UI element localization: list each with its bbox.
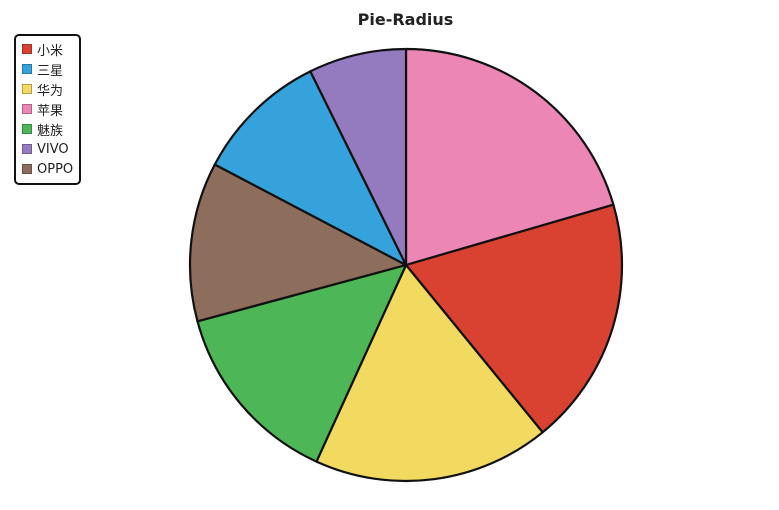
legend-item[interactable]: 苹果 — [22, 99, 73, 119]
legend-swatch — [22, 144, 32, 154]
pie-slice-魅族[interactable] — [196, 263, 408, 463]
legend-item[interactable]: 魅族 — [22, 119, 73, 139]
legend-swatch — [22, 64, 32, 74]
legend-label: OPPO — [37, 161, 74, 177]
legend-label: 小米 — [37, 43, 64, 59]
legend-item[interactable]: VIVO — [22, 139, 73, 159]
legend-item[interactable]: 三星 — [22, 59, 73, 79]
pie-slice-苹果[interactable] — [404, 47, 615, 267]
pie-slice-OPPO[interactable] — [188, 163, 408, 323]
pie-slice-华为[interactable] — [315, 263, 544, 483]
legend-label: 魅族 — [37, 123, 64, 139]
pie-slice-三星[interactable] — [213, 70, 408, 267]
legend-item[interactable]: 华为 — [22, 79, 73, 99]
pie-slice-小米[interactable] — [404, 203, 624, 434]
legend-swatch — [22, 44, 32, 54]
legend-label: VIVO — [37, 141, 69, 157]
legend-item[interactable]: OPPO — [22, 159, 73, 179]
legend-label: 三星 — [37, 63, 64, 79]
legend-swatch — [22, 124, 32, 134]
legend-item[interactable]: 小米 — [22, 39, 73, 59]
pie-slice-VIVO[interactable] — [309, 47, 408, 267]
legend-swatch — [22, 164, 32, 174]
legend-swatch — [22, 84, 32, 94]
legend-label: 苹果 — [37, 103, 64, 119]
chart-title: Pie-Radius — [357, 10, 454, 29]
legend: 小米三星华为苹果魅族 VIVO OPPO — [14, 34, 82, 185]
legend-label: 华为 — [37, 83, 64, 99]
legend-swatch — [22, 104, 32, 114]
